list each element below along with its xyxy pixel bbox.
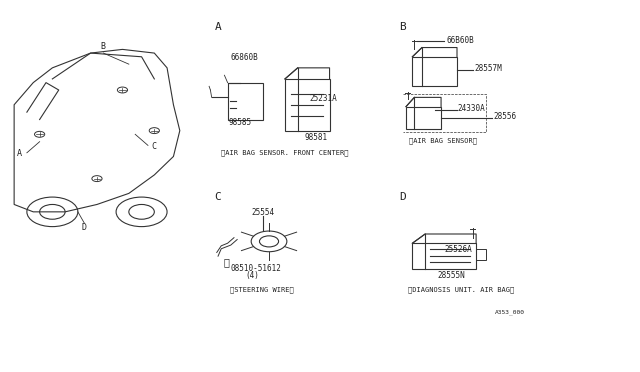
- Text: A353_000: A353_000: [495, 310, 525, 315]
- Text: 98581: 98581: [304, 133, 327, 142]
- Text: D: D: [81, 223, 86, 232]
- Text: 08510-51612: 08510-51612: [231, 264, 282, 273]
- Text: C: C: [214, 192, 221, 202]
- Text: 〈STEERING WIRE〉: 〈STEERING WIRE〉: [230, 286, 293, 293]
- Text: B: B: [100, 42, 105, 51]
- Text: 〈DIAGNOSIS UNIT. AIR BAG〉: 〈DIAGNOSIS UNIT. AIR BAG〉: [408, 286, 514, 293]
- Text: 66860B: 66860B: [231, 54, 259, 62]
- Text: 〈AIR BAG SENSOR〉: 〈AIR BAG SENSOR〉: [409, 138, 477, 144]
- Text: 25554: 25554: [251, 208, 275, 217]
- Text: B: B: [399, 22, 406, 32]
- Text: 25231A: 25231A: [309, 94, 337, 103]
- Text: A: A: [214, 22, 221, 32]
- Text: 28555N: 28555N: [438, 270, 466, 280]
- Text: 28556: 28556: [493, 112, 516, 121]
- Text: 〈AIR BAG SENSOR. FRONT CENTER〉: 〈AIR BAG SENSOR. FRONT CENTER〉: [221, 150, 349, 156]
- Text: A: A: [17, 150, 22, 158]
- Text: C: C: [151, 142, 156, 151]
- Text: 25526A: 25526A: [444, 245, 472, 254]
- Text: 24330A: 24330A: [458, 105, 485, 113]
- Text: Ⓝ: Ⓝ: [223, 257, 229, 267]
- Text: 66B60B: 66B60B: [446, 36, 474, 45]
- Text: 98585: 98585: [228, 118, 252, 128]
- Text: 28557M: 28557M: [474, 64, 502, 73]
- Text: D: D: [399, 192, 406, 202]
- Text: (4): (4): [246, 270, 259, 280]
